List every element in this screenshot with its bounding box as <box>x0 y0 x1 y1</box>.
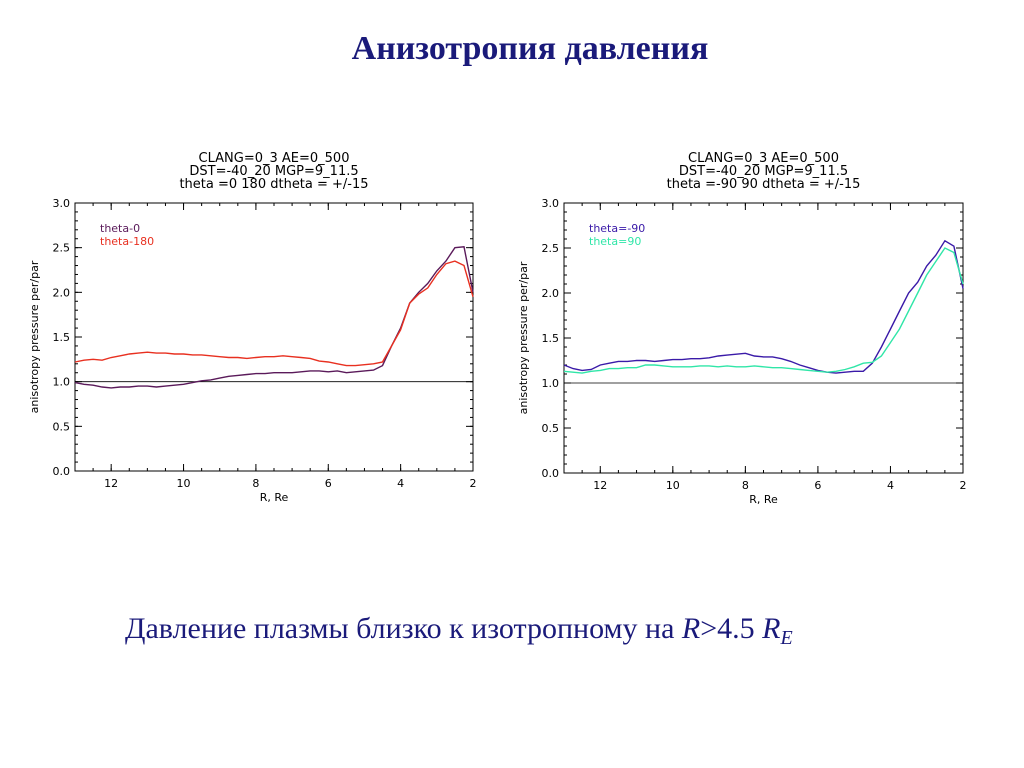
y-tick-label: 0.0 <box>542 467 560 480</box>
y-axis-label: anisotropy pressure per/par <box>517 261 530 414</box>
legend-entry-0: theta=-90 <box>589 222 645 235</box>
x-tick-label: 6 <box>325 477 332 490</box>
series-line-1 <box>563 247 964 374</box>
y-tick-label: 2.0 <box>542 287 560 300</box>
y-tick-label: 2.0 <box>53 286 71 299</box>
y-tick-label: 0.0 <box>53 465 71 478</box>
legend-entry-1: theta-180 <box>100 235 154 248</box>
caption-r-symbol: R <box>681 612 701 645</box>
caption-re-subscript: E <box>780 627 793 649</box>
x-tick-label: 8 <box>742 479 749 492</box>
y-tick-label: 1.5 <box>542 332 560 345</box>
y-tick-label: 0.5 <box>53 420 71 433</box>
caption-re-symbol: R <box>762 612 781 645</box>
chart-title-line: DST=-40_20 MGP=9_11.5 <box>189 164 358 179</box>
caption-condition: >4.5 <box>700 612 763 645</box>
y-tick-label: 3.0 <box>542 197 560 210</box>
x-tick-label: 4 <box>397 477 404 490</box>
x-tick-label: 10 <box>177 477 191 490</box>
series-line-0 <box>74 246 474 389</box>
x-tick-label: 2 <box>960 479 967 492</box>
caption-text: Давление плазмы близко к изотропному на <box>125 612 682 645</box>
series-line-0 <box>563 239 964 374</box>
y-tick-label: 0.5 <box>542 422 560 435</box>
y-tick-label: 3.0 <box>53 197 71 210</box>
y-axis-label: anisotropy pressure per/par <box>28 260 41 413</box>
chart-title-line: DST=-40_20 MGP=9_11.5 <box>679 164 848 179</box>
chart-title-line: theta =0 180 dtheta = +/-15 <box>179 177 368 192</box>
chart-title-line: theta =-90 90 dtheta = +/-15 <box>667 177 861 192</box>
x-tick-label: 10 <box>666 479 680 492</box>
x-tick-label: 8 <box>252 477 259 490</box>
x-tick-label: 2 <box>470 477 477 490</box>
caption: Давление плазмы близко к изотропному на … <box>125 612 793 650</box>
chart-title-line: CLANG=0_3 AE=0_500 <box>199 151 350 166</box>
y-tick-label: 2.5 <box>542 242 560 255</box>
x-axis-label: R, Re <box>749 493 778 506</box>
y-tick-label: 2.5 <box>53 242 71 255</box>
series-line-1 <box>74 260 474 367</box>
legend-entry-0: theta-0 <box>100 222 140 235</box>
y-tick-label: 1.5 <box>53 331 71 344</box>
y-tick-label: 1.0 <box>542 377 560 390</box>
x-axis-label: R, Re <box>260 491 289 504</box>
x-tick-label: 12 <box>104 477 118 490</box>
x-tick-label: 4 <box>887 479 894 492</box>
x-tick-label: 12 <box>593 479 607 492</box>
chart-title-line: CLANG=0_3 AE=0_500 <box>688 151 839 166</box>
legend-entry-1: theta=90 <box>589 235 641 248</box>
slide-title: Анизотропия давления <box>351 30 709 67</box>
y-tick-label: 1.0 <box>53 376 71 389</box>
x-tick-label: 6 <box>814 479 821 492</box>
